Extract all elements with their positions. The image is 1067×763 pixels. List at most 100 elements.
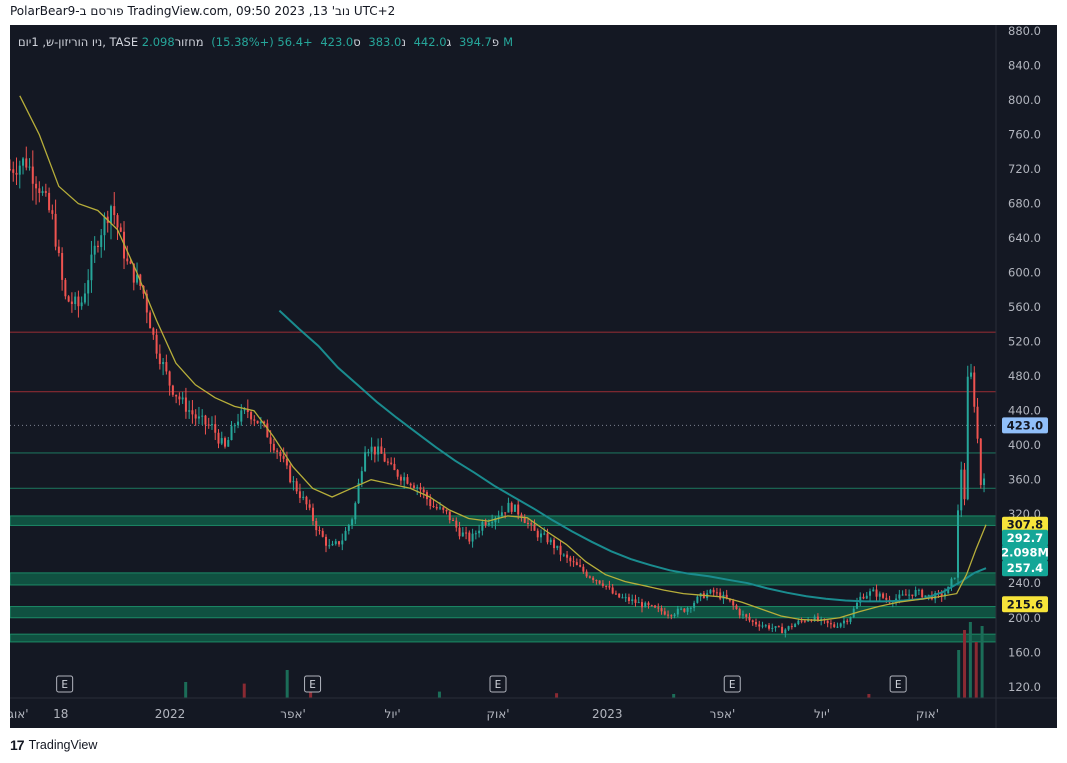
- candle-body: [869, 591, 872, 596]
- tradingview-brand: TradingView: [28, 738, 98, 752]
- candle-body: [605, 585, 608, 587]
- candle-body: [380, 446, 383, 454]
- symbol-label[interactable]: ניו הוריזון-ש, 1יום, TASE: [18, 35, 139, 49]
- candle-body: [341, 540, 344, 545]
- candle-body: [129, 261, 132, 264]
- earnings-marker-label: E: [729, 679, 736, 691]
- candle-body: [406, 477, 409, 484]
- candle-body: [28, 166, 31, 168]
- candle-body: [224, 438, 227, 447]
- candle-body: [412, 485, 415, 489]
- candle-body: [797, 620, 800, 625]
- candle-body: [214, 424, 217, 433]
- earnings-marker-icon: [889, 675, 907, 693]
- candle-body: [461, 532, 464, 537]
- candle-body: [735, 605, 738, 610]
- candle-body: [764, 625, 767, 627]
- candle-body: [61, 252, 64, 280]
- price-badge: [1002, 516, 1048, 533]
- candle-body: [266, 423, 269, 438]
- candle-body: [585, 571, 588, 577]
- candle-body: [673, 614, 676, 617]
- candle-body: [416, 487, 419, 489]
- candle-body: [442, 507, 445, 510]
- candle-body: [960, 469, 963, 511]
- y-tick-label: 200.0: [1008, 611, 1041, 625]
- candle-body: [31, 166, 34, 184]
- candle-body: [12, 169, 15, 173]
- candle-body: [194, 414, 197, 419]
- candle-body: [768, 625, 771, 629]
- ohlc-legend: ניו הוריזון-ש, 1יום, TASE פ394.7 ג442.0 …: [18, 35, 513, 49]
- candle-body: [885, 597, 888, 600]
- candle-body: [540, 533, 543, 538]
- volume-bar-10: [968, 622, 972, 698]
- candle-body: [67, 296, 70, 302]
- candle-body: [647, 602, 650, 606]
- volume-bar-7: [867, 694, 871, 698]
- candle-body: [370, 446, 373, 452]
- y-tick-label: 440.0: [1008, 404, 1041, 418]
- candle-body: [448, 511, 451, 521]
- support-zone-1: [10, 572, 997, 586]
- candle-body: [979, 438, 982, 485]
- candle-body: [295, 481, 298, 492]
- candle-body: [158, 353, 161, 365]
- candle-body: [237, 421, 240, 425]
- price-badge-label: 257.4: [1007, 561, 1043, 575]
- candle-body: [582, 566, 585, 572]
- candle-body: [465, 532, 468, 534]
- candle-body: [520, 514, 523, 518]
- candle-body: [347, 525, 350, 531]
- price-badge-label: 215.6: [1007, 597, 1043, 611]
- candle-body: [57, 246, 60, 253]
- candle-body: [523, 517, 526, 523]
- x-tick-label: אוג': [10, 707, 29, 721]
- y-tick-label: 880.0: [1008, 25, 1041, 38]
- candle-body: [96, 245, 99, 248]
- candle-body: [663, 611, 666, 615]
- published-caption: PolarBear9-פורסם ב TradingView.com, נוב'…: [10, 4, 396, 18]
- candle-body: [608, 586, 611, 588]
- chart-panel[interactable]: 880.0 840.0 800.0 760.0 720.0 680.0 640.0 600.0…: [10, 25, 1057, 728]
- y-tick-label: 800.0: [1008, 93, 1041, 107]
- candle-body: [484, 522, 487, 525]
- candle-body: [553, 539, 556, 549]
- y-tick-label: 760.0: [1008, 128, 1041, 142]
- candle-body: [637, 602, 640, 604]
- candle-body: [373, 446, 376, 455]
- candle-body: [956, 510, 959, 578]
- candle-body: [507, 502, 510, 513]
- price-chart[interactable]: 880.0 840.0 800.0 760.0 720.0 680.0 640.0 600.0…: [10, 25, 1057, 728]
- candle-body: [549, 539, 552, 543]
- candle-body: [445, 509, 448, 512]
- y-tick-label: 160.0: [1008, 645, 1041, 659]
- candle-body: [588, 576, 591, 578]
- candle-body: [165, 362, 168, 372]
- ma-short-line: [19, 95, 987, 621]
- volume-bar-11: [974, 642, 978, 698]
- candle-body: [908, 594, 911, 596]
- candle-body: [364, 452, 367, 472]
- candle-body: [712, 589, 715, 593]
- candle-body: [178, 396, 181, 400]
- candle-body: [667, 614, 670, 616]
- candle-body: [432, 505, 435, 508]
- volume-bar-5: [555, 693, 559, 698]
- candle-body: [250, 412, 253, 420]
- candle-body: [686, 607, 689, 612]
- candle-body: [917, 589, 920, 591]
- candle-body: [474, 533, 477, 535]
- low-label: נ: [401, 35, 406, 49]
- candle-body: [396, 470, 399, 477]
- candle-body: [429, 499, 432, 506]
- candle-body: [882, 593, 885, 598]
- candle-body: [611, 587, 614, 594]
- price-badge: [1002, 529, 1048, 546]
- close-label: ס: [353, 35, 361, 49]
- candle-body: [513, 504, 516, 512]
- candle-body: [197, 416, 200, 419]
- candle-body: [399, 476, 402, 481]
- volume-bar-8: [957, 650, 961, 698]
- candle-body: [914, 590, 917, 597]
